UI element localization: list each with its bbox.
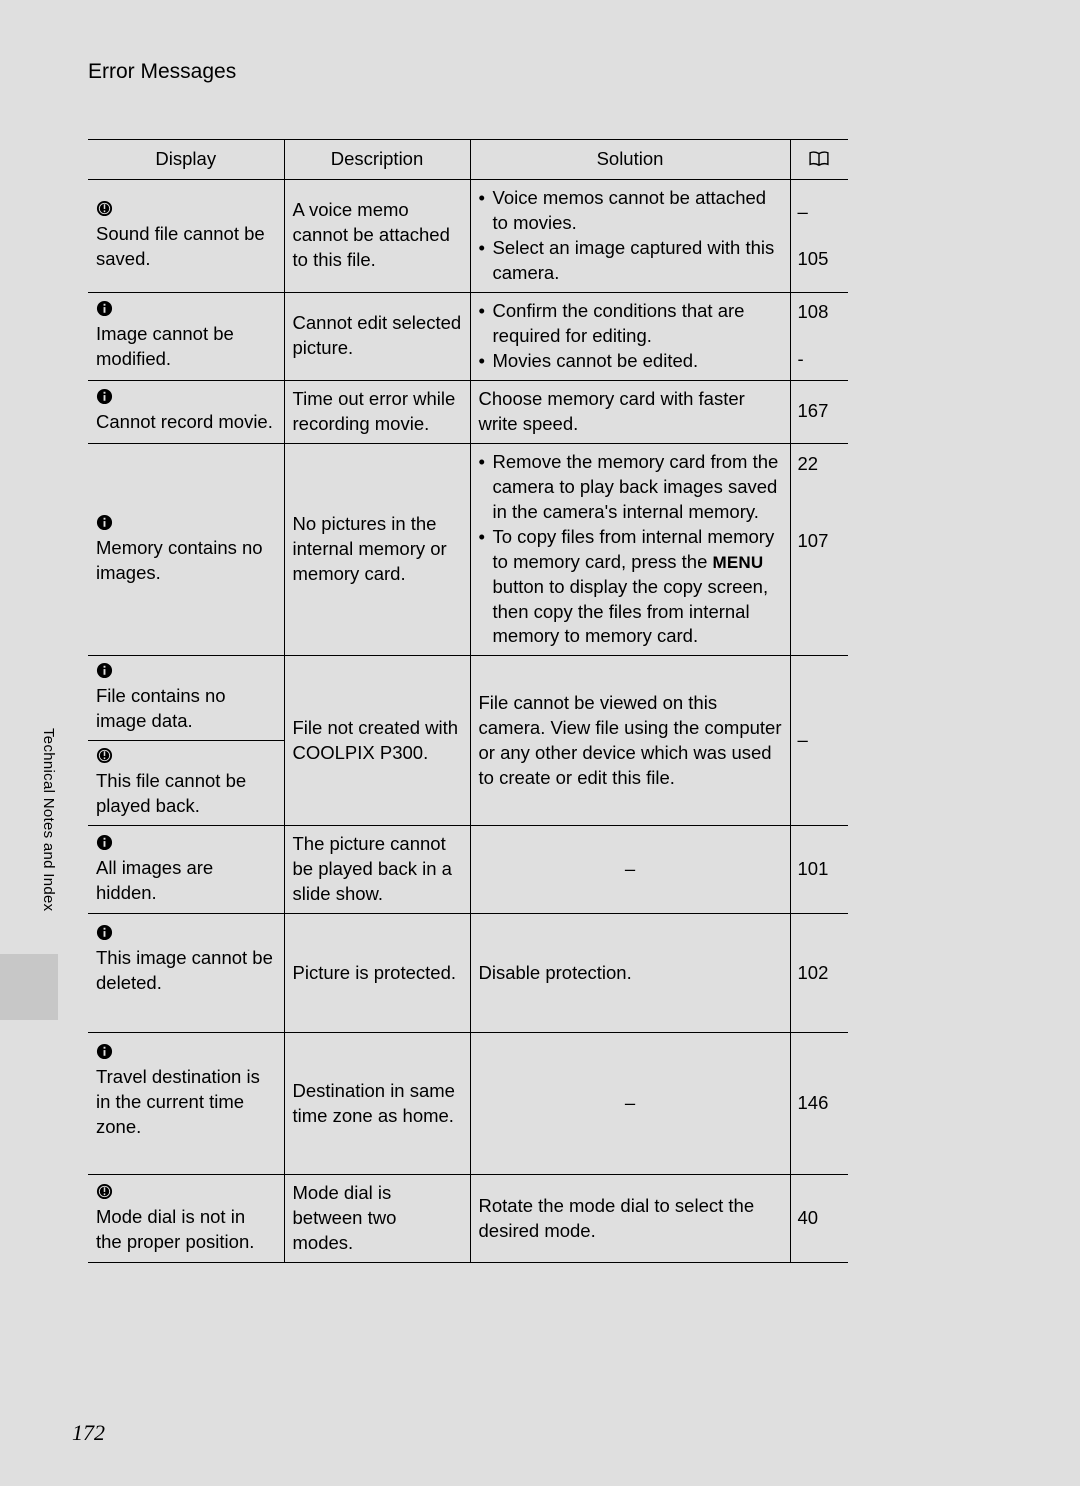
table-row: Travel destination is in the current tim… (88, 1033, 848, 1175)
solution-text: File cannot be viewed on this camera. Vi… (470, 656, 790, 826)
solution-item: Confirm the conditions that are required… (493, 299, 782, 349)
solution-text: Disable protection. (470, 914, 790, 1033)
display-text: File contains no image data. (96, 685, 226, 731)
reference-value: 108 (798, 300, 845, 325)
display-text: Mode dial is not in the proper position. (96, 1206, 254, 1252)
table-row: This image cannot be deleted. Picture is… (88, 914, 848, 1033)
display-text: All images are hidden. (96, 857, 213, 903)
info-circle-icon (96, 662, 276, 682)
info-circle-icon (96, 388, 276, 408)
reference-value: – (798, 200, 845, 225)
table-row: Mode dial is not in the proper position.… (88, 1175, 848, 1263)
display-text: This image cannot be deleted. (96, 947, 273, 993)
header-description: Description (284, 140, 470, 180)
side-label: Technical Notes and Index (40, 728, 57, 911)
display-text: This file cannot be played back. (96, 770, 246, 816)
menu-label: MENU (713, 553, 764, 572)
reference-value: - (798, 347, 845, 372)
solution-text: Rotate the mode dial to select the desir… (470, 1175, 790, 1263)
table-row: Image cannot be modified. Cannot edit se… (88, 292, 848, 380)
solution-cell: Confirm the conditions that are required… (470, 292, 790, 380)
description-text: A voice memo cannot be attached to this … (284, 179, 470, 292)
info-circle-icon (96, 300, 276, 320)
description-text: Destination in same time zone as home. (284, 1033, 470, 1175)
display-text: Sound file cannot be saved. (96, 223, 265, 269)
reference-value: 40 (790, 1175, 848, 1263)
solution-item: To copy files from internal memory to me… (493, 525, 782, 650)
display-text: Memory contains no images. (96, 537, 263, 583)
display-text: Travel destination is in the current tim… (96, 1066, 260, 1137)
reference-value: 105 (798, 247, 845, 272)
reference-value: 167 (790, 380, 848, 443)
description-text: Time out error while recording movie. (284, 380, 470, 443)
reference-value: 146 (790, 1033, 848, 1175)
solution-item: Voice memos cannot be attached to movies… (493, 186, 782, 236)
error-messages-table: Display Description Solution Sound file … (88, 139, 848, 1263)
description-text: The picture cannot be played back in a s… (284, 826, 470, 914)
solution-item: Movies cannot be edited. (493, 349, 782, 374)
info-circle-icon (96, 514, 276, 534)
description-text: No pictures in the internal memory or me… (284, 443, 470, 656)
info-circle-icon (96, 924, 276, 944)
side-tab (0, 954, 58, 1020)
warn-circle-icon (96, 200, 276, 220)
table-row: All images are hidden. The picture canno… (88, 826, 848, 914)
header-reference (790, 140, 848, 180)
display-text: Image cannot be modified. (96, 323, 234, 369)
table-header-row: Display Description Solution (88, 140, 848, 180)
solution-cell: Remove the memory card from the camera t… (470, 443, 790, 656)
solution-cell: Voice memos cannot be attached to movies… (470, 179, 790, 292)
description-text: Picture is protected. (284, 914, 470, 1033)
reference-value: 101 (790, 826, 848, 914)
description-text: File not created with COOLPIX P300. (284, 656, 470, 826)
table-row: Cannot record movie. Time out error whil… (88, 380, 848, 443)
solution-text: – (470, 1033, 790, 1175)
solution-item: Select an image captured with this camer… (493, 236, 782, 286)
description-text: Cannot edit selected picture. (284, 292, 470, 380)
reference-cell: 108 - (790, 292, 848, 380)
display-text: Cannot record movie. (96, 411, 273, 432)
table-row: Sound file cannot be saved. A voice memo… (88, 179, 848, 292)
reference-value: 107 (798, 529, 845, 554)
info-circle-icon (96, 834, 276, 854)
table-row: File contains no image data. File not cr… (88, 656, 848, 741)
reference-value: 102 (790, 914, 848, 1033)
description-text: Mode dial is between two modes. (284, 1175, 470, 1263)
page-number: 172 (72, 1420, 105, 1446)
warn-circle-icon (96, 1183, 276, 1203)
table-row: Memory contains no images. No pictures i… (88, 443, 848, 656)
page-title: Error Messages (88, 60, 848, 84)
solution-text: – (470, 826, 790, 914)
solution-item: Remove the memory card from the camera t… (493, 450, 782, 525)
solution-text: Choose memory card with faster write spe… (470, 380, 790, 443)
warn-circle-icon (96, 747, 276, 767)
reference-cell: – 105 (790, 179, 848, 292)
reference-value: – (790, 656, 848, 826)
book-icon (797, 151, 843, 167)
header-display: Display (88, 140, 284, 180)
reference-value: 22 (798, 452, 845, 477)
reference-cell: 22 107 (790, 443, 848, 656)
header-solution: Solution (470, 140, 790, 180)
info-circle-icon (96, 1043, 276, 1063)
